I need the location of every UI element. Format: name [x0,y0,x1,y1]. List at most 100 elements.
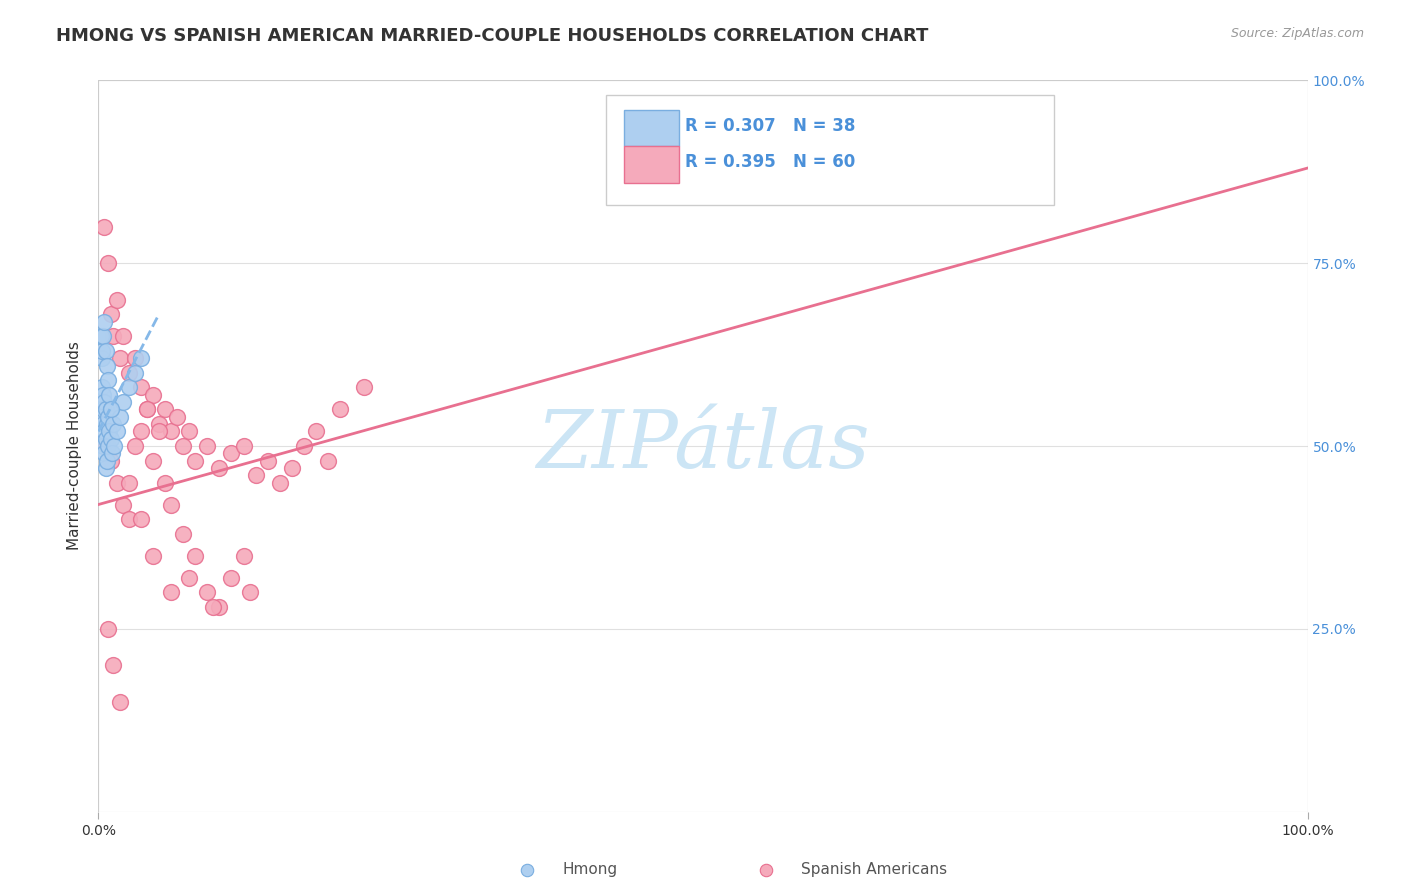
Point [97,622,120,636]
Point [98,425,121,439]
Point [239,585,262,599]
Point [97,439,120,453]
Point [111,395,134,409]
Point [124,351,146,366]
Text: Hmong: Hmong [562,863,617,877]
Point [124,366,146,380]
Point [94,343,117,358]
Point [96,453,118,467]
Point [129,425,152,439]
Point [111,498,134,512]
Point [269,475,291,490]
Text: R = 0.395   N = 60: R = 0.395 N = 60 [685,153,855,171]
Point [353,380,375,394]
Point [93,425,115,439]
Point [91,417,114,431]
Point [160,425,183,439]
Point [96,417,118,431]
Text: R = 0.307   N = 38: R = 0.307 N = 38 [685,117,855,135]
Point [101,329,124,343]
FancyBboxPatch shape [606,95,1053,204]
Point [118,475,141,490]
Point [94,461,117,475]
Point [135,402,157,417]
Point [292,439,315,453]
Point [100,453,122,467]
Point [108,409,131,424]
Point [153,475,176,490]
Point [100,307,122,321]
Point [142,388,165,402]
Point [94,439,117,453]
Text: Source: ZipAtlas.com: Source: ZipAtlas.com [1230,27,1364,40]
Point [148,425,170,439]
Point [91,388,114,402]
Point [118,366,141,380]
Point [100,402,122,417]
Point [100,402,122,417]
Point [516,863,538,877]
Point [97,256,120,270]
Point [108,695,131,709]
Point [148,417,170,431]
Point [101,658,124,673]
Point [153,402,176,417]
Point [160,585,183,599]
Point [129,380,152,394]
Point [105,293,128,307]
Point [91,380,114,394]
Point [111,329,134,343]
Point [195,585,218,599]
Point [129,351,152,366]
Point [221,571,243,585]
Point [105,425,128,439]
Point [118,512,141,526]
Point [97,373,120,387]
Point [94,402,117,417]
Point [184,453,207,467]
Point [172,526,194,541]
Point [221,446,243,460]
Point [118,380,141,394]
Point [91,439,114,453]
Point [755,863,778,877]
Point [232,549,254,563]
Text: HMONG VS SPANISH AMERICAN MARRIED-COUPLE HOUSEHOLDS CORRELATION CHART: HMONG VS SPANISH AMERICAN MARRIED-COUPLE… [56,27,928,45]
Point [90,329,112,343]
Point [208,461,231,475]
Point [100,432,122,446]
Point [97,409,120,424]
Point [93,219,115,234]
Point [281,461,304,475]
Point [91,343,114,358]
Y-axis label: Married-couple Households: Married-couple Households [67,342,83,550]
Point [179,425,201,439]
Point [232,439,254,453]
Point [142,453,165,467]
Point [91,402,114,417]
Point [329,402,352,417]
FancyBboxPatch shape [624,110,679,146]
Point [202,599,225,614]
Point [100,446,122,460]
Point [316,453,339,467]
Point [184,549,207,563]
Point [135,402,157,417]
Point [142,549,165,563]
Point [91,409,114,424]
Point [101,417,124,431]
Point [195,439,218,453]
Point [105,475,128,490]
Point [256,453,278,467]
Point [94,432,117,446]
Point [172,439,194,453]
Point [160,498,183,512]
Point [305,425,328,439]
Point [108,351,131,366]
Point [91,351,114,366]
Point [208,599,231,614]
Point [124,439,146,453]
Point [129,512,152,526]
Text: Spanish Americans: Spanish Americans [801,863,948,877]
Point [91,329,114,343]
